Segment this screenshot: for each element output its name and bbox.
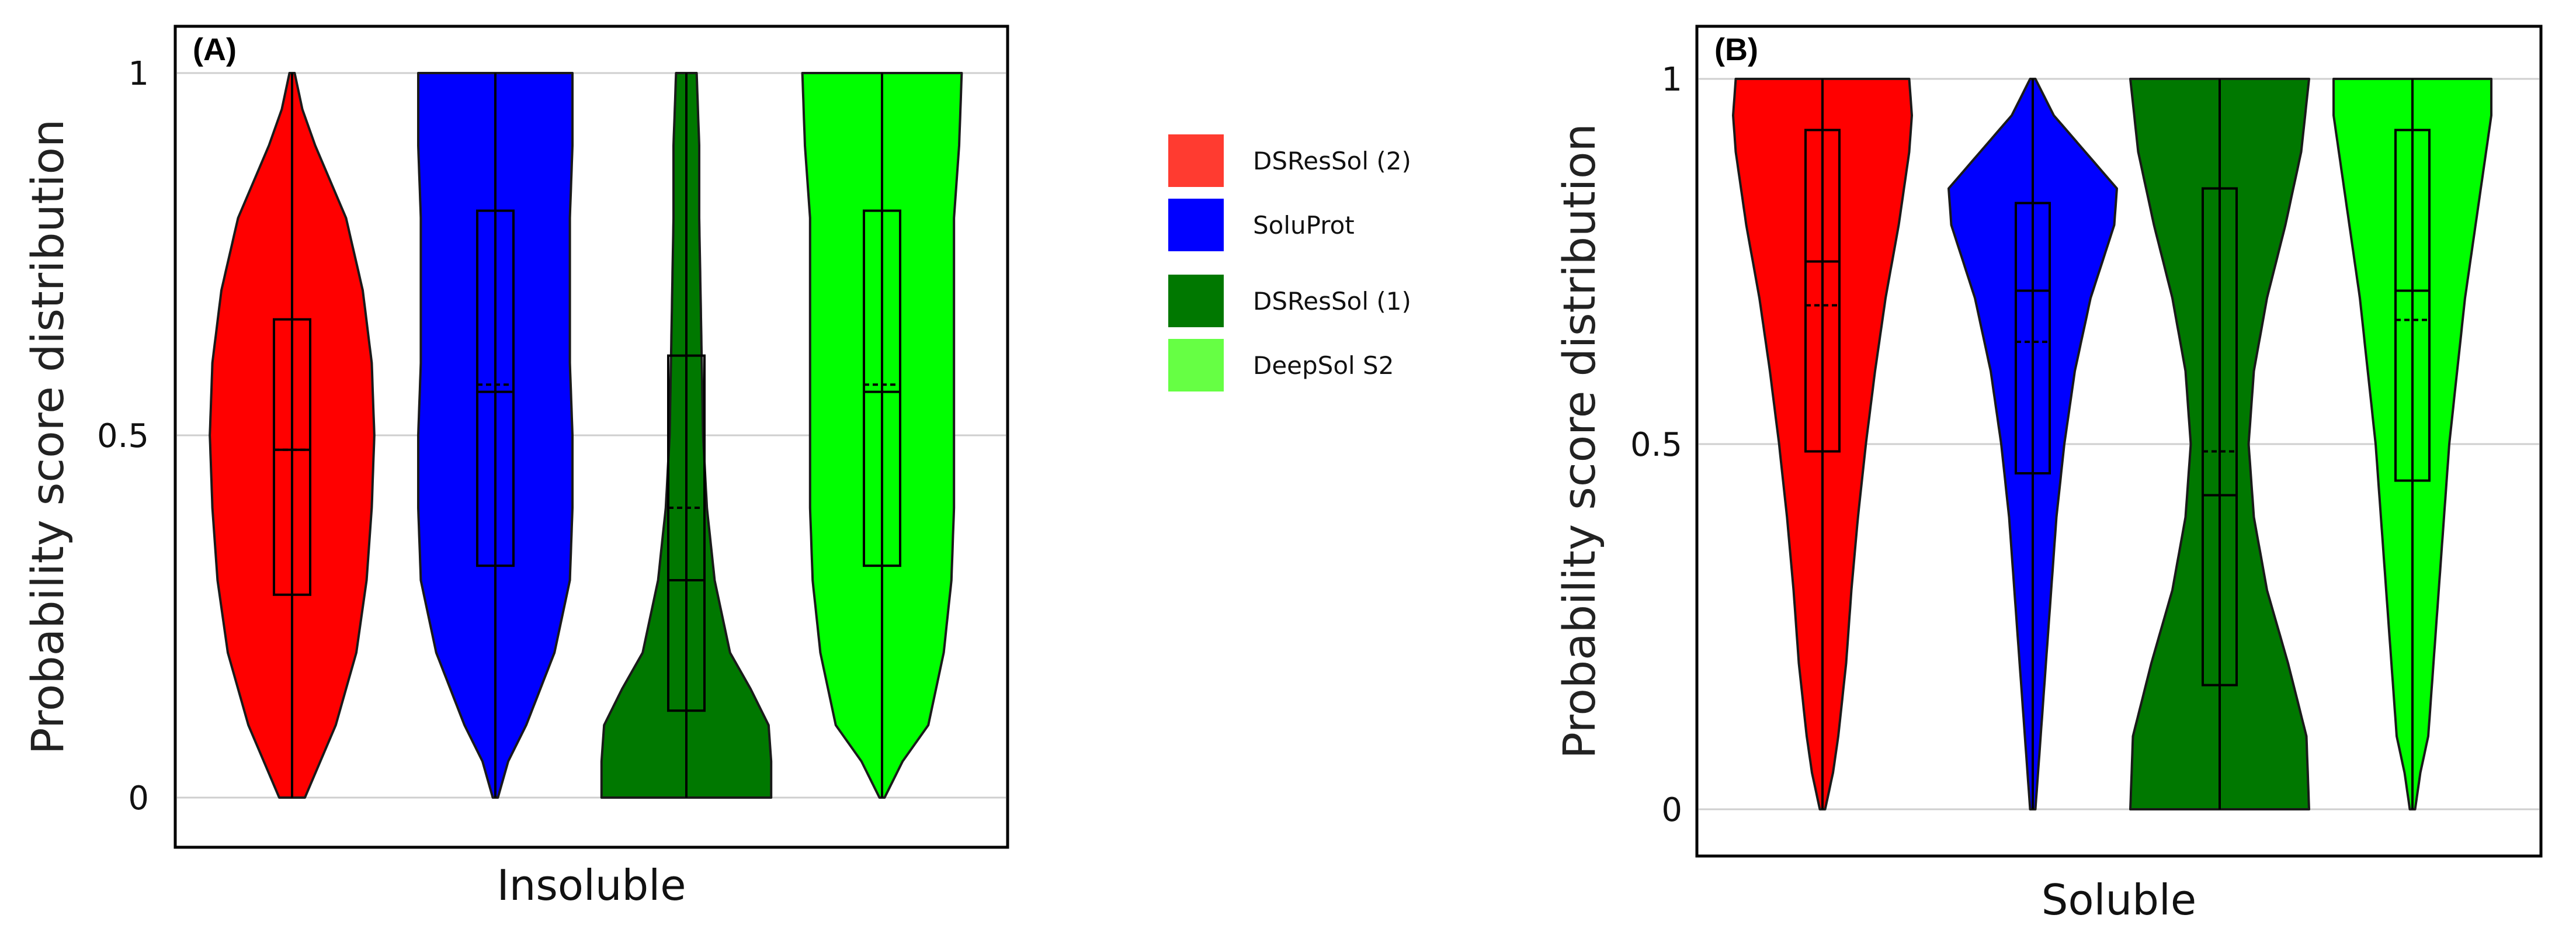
- legend-label: DeepSol S2: [1253, 351, 1394, 380]
- legend-item-dsressol-1: DSResSol (1): [1168, 275, 1411, 327]
- iqr-box: [667, 354, 706, 712]
- violin-soluprot: [417, 72, 574, 799]
- legend: DSResSol (2) SoluProt DSResSol (1) DeepSol …: [1168, 134, 1411, 391]
- panel-a: 1 0.5 0 (A) Probability score distribution In…: [22, 25, 1009, 910]
- legend-swatch: [1168, 134, 1224, 187]
- violin-deepsol-s2: [2332, 78, 2492, 810]
- y-tick-label: 0: [1661, 791, 1682, 829]
- iqr-box: [476, 209, 515, 567]
- y-tick-label: 1: [1661, 61, 1682, 99]
- y-tick-label: 0.5: [1630, 426, 1682, 464]
- iqr-box: [2015, 202, 2051, 474]
- panel-label: (B): [1714, 32, 1758, 67]
- legend-item-soluprot: SoluProt: [1168, 199, 1355, 251]
- legend-swatch: [1168, 275, 1224, 327]
- legend-label: DSResSol (2): [1253, 147, 1411, 175]
- violin-dsressol-1: [600, 72, 773, 799]
- panel-b: 1 0.5 0 (B) Probability score distribution So…: [1553, 25, 2543, 924]
- legend-label: DSResSol (1): [1253, 287, 1411, 316]
- x-axis-label: Insoluble: [497, 861, 686, 910]
- legend-swatch: [1168, 339, 1224, 391]
- violin-dsressol-2: [209, 72, 376, 799]
- panel-label: (A): [193, 32, 237, 67]
- iqr-box: [863, 209, 901, 567]
- y-tick-label: 0: [128, 779, 149, 817]
- violin-dsressol-1: [2129, 78, 2310, 810]
- y-axis-label: Probability score distribution: [22, 119, 74, 754]
- iqr-box: [273, 318, 311, 596]
- violin-deepsol-s2: [801, 72, 963, 799]
- y-tick-label: 1: [128, 55, 149, 93]
- iqr-box: [1804, 129, 1841, 453]
- y-axis-label: Probability score distribution: [1553, 123, 1605, 758]
- iqr-box: [2394, 129, 2431, 482]
- legend-item-deepsol-s2: DeepSol S2: [1168, 339, 1394, 391]
- legend-label: SoluProt: [1253, 211, 1355, 240]
- iqr-box: [2202, 187, 2238, 687]
- violin-soluprot: [1947, 78, 2118, 810]
- x-axis-label: Soluble: [2042, 875, 2196, 924]
- legend-item-dsressol-2: DSResSol (2): [1168, 134, 1411, 187]
- y-tick-label: 0.5: [97, 417, 149, 455]
- legend-swatch: [1168, 199, 1224, 251]
- violin-dsressol-2: [1732, 78, 1913, 810]
